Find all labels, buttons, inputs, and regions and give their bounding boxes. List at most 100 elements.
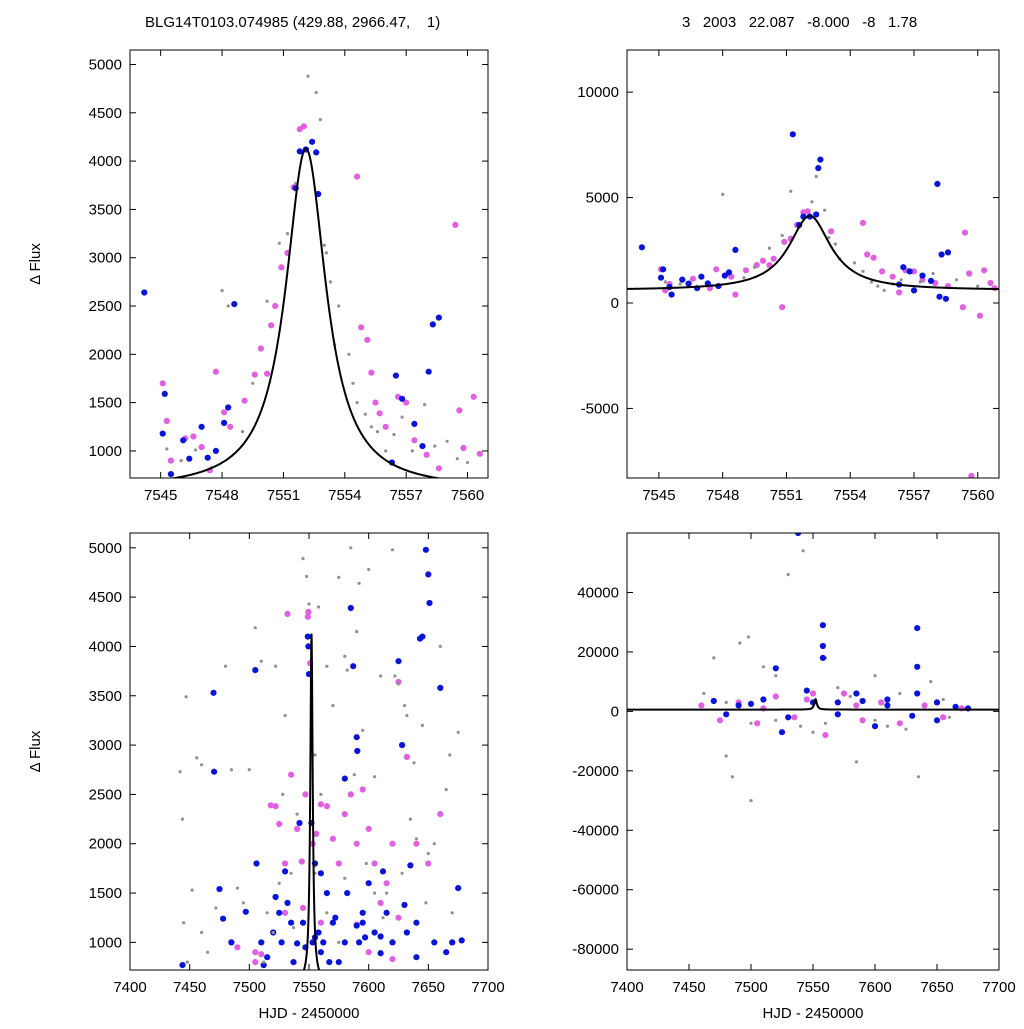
panel-2-point-s1-21	[927, 277, 935, 284]
panel-4-point-s0-4	[738, 641, 742, 645]
panel-3-point-s0-10	[294, 825, 301, 833]
panel-2-point-s2-17	[869, 280, 874, 284]
panel-3-point-s0-2	[252, 949, 259, 956]
panel-3-point-s2-70	[424, 901, 428, 905]
panel-3-point-s1-31	[317, 870, 324, 877]
panel-3-point-s2-8	[223, 664, 228, 668]
panel-3-point-s1-67	[455, 885, 462, 892]
panel-2-ytick-label-1: 0	[611, 295, 619, 312]
panel-4-point-s1-8	[840, 690, 848, 697]
panel-3-point-s1-49	[379, 868, 387, 875]
panel-3-point-s0-40	[317, 919, 324, 926]
panel-4-xtick-label-5: 7650	[920, 979, 953, 996]
panel-1-point-s0-13	[264, 370, 271, 377]
panel-2-point-s2-25	[976, 284, 980, 288]
panel-3-point-s1-60	[422, 546, 429, 553]
panel-3-point-s2-63	[291, 926, 296, 930]
panel-4-plot-area	[627, 533, 999, 803]
panel-1-point-s1-16	[313, 149, 320, 156]
panel-3-point-s0-7	[282, 860, 289, 867]
panel-3-point-s1-13	[272, 893, 279, 901]
panel-3-point-s2-5	[195, 756, 199, 760]
panel-2-point-s2-7	[780, 233, 784, 238]
panel-2-point-s1-19	[906, 268, 913, 275]
panel-3-point-s2-37	[361, 728, 365, 732]
panel-3-point-s2-65	[325, 911, 329, 915]
panel-4-point-s2-7	[914, 690, 921, 697]
panel-1-point-s0-11	[251, 371, 258, 378]
panel-2-point-s2-9	[810, 200, 814, 204]
panel-3-point-s2-33	[349, 546, 353, 550]
panel-1-point-s0-30	[411, 437, 418, 444]
panel-4-point-s2-9	[710, 697, 717, 705]
panel-3-point-s1-11	[264, 954, 271, 961]
panel-3-point-s1-20	[294, 940, 301, 947]
panel-3-point-s1-21	[296, 819, 303, 827]
panel-3-point-s2-34	[352, 773, 356, 777]
panel-1-point-s1-10	[225, 404, 232, 411]
panel-3-point-s1-6	[242, 908, 249, 915]
panel-3-point-s1-28	[309, 939, 316, 946]
panel-3-point-s2-32	[345, 668, 349, 672]
panel-3-point-s0-23	[347, 791, 354, 798]
panel-4-ytick-label-5: 20000	[577, 644, 619, 661]
panel-3-point-s2-45	[402, 704, 407, 708]
panel-4-point-s2-18	[933, 699, 941, 706]
panel-3-point-s1-47	[371, 929, 378, 936]
panel-2-point-s0-32	[779, 304, 786, 311]
panel-4-point-s1-5	[791, 714, 798, 721]
panel-3-point-s2-29	[331, 704, 335, 708]
panel-4-point-s2-24	[933, 717, 941, 724]
panel-3-point-s2-68	[381, 916, 385, 920]
right-title: 3 2003 22.087 -8.000 -8 1.78	[682, 14, 918, 31]
panel-2-point-s0-9	[759, 257, 767, 264]
panel-2-point-s0-33	[959, 304, 967, 311]
panel-3-xtick-label-4: 7600	[352, 979, 385, 996]
panel-3-point-s2-26	[316, 605, 321, 609]
panel-1-point-s0-20	[300, 123, 307, 130]
panel-1-point-s2-8	[265, 299, 269, 303]
panel-2-ytick-label-0: -5000	[581, 400, 619, 417]
panel-1-point-s2-28	[400, 415, 404, 419]
panel-2-point-s1-24	[944, 249, 952, 256]
panel-2-point-s0-30	[981, 267, 988, 274]
panel-1-xtick-label-3: 7554	[328, 487, 361, 504]
panel-4-point-s1-0	[698, 702, 705, 709]
panel-3-point-s0-17	[313, 830, 320, 838]
panel-1-point-s2-27	[392, 432, 396, 437]
panel-3-point-s1-75	[413, 954, 420, 961]
panel-3-point-s2-60	[241, 901, 245, 905]
panel-4-point-s0-5	[746, 635, 751, 639]
panel-4-point-s0-26	[904, 727, 908, 731]
panel-3-point-s0-13	[304, 613, 311, 620]
panel-1-point-s2-1	[179, 459, 183, 463]
panel-4-point-s2-22	[853, 690, 860, 697]
panel-1-point-s0-33	[452, 221, 459, 228]
panel-3-point-s0-6	[276, 820, 283, 828]
panel-2-plot-area	[627, 131, 999, 478]
panel-1-point-s2-9	[277, 241, 281, 245]
panel-2-point-s0-7	[742, 267, 750, 274]
panel-1: 7545 7548 7551 7554 7557 7560 1000 1500 2000 2500…	[27, 49, 489, 504]
panel-4-point-s2-6	[914, 663, 921, 670]
panel-4-model-curve	[627, 697, 999, 711]
panel-3-point-s1-65	[443, 949, 450, 956]
panel-2-point-s0-20	[870, 254, 877, 261]
panel-3-point-s2-48	[412, 761, 416, 765]
panel-1-point-s0-37	[476, 450, 483, 457]
panel-3-xtick-label-1: 7450	[173, 979, 206, 996]
panel-1-point-s0-10	[241, 397, 248, 404]
panel-1-point-s0-22	[358, 324, 365, 331]
panel-4-point-s1-10	[878, 699, 885, 706]
panel-3-point-s0-12	[302, 791, 309, 798]
panel-2-point-s1-16	[817, 156, 824, 163]
panel-3-point-s1-62	[426, 599, 433, 607]
panel-4-xtick-label-1: 7450	[672, 979, 705, 996]
panel-2-point-s2-12	[827, 236, 831, 240]
panel-1-point-s2-2	[193, 448, 198, 452]
panel-3-point-s2-61	[262, 960, 266, 964]
panel-1-xtick-label-2: 7551	[267, 487, 300, 504]
panel-1-point-s0-27	[382, 423, 389, 430]
panel-1-point-s1-6	[198, 423, 205, 430]
panel-1-point-s0-25	[372, 399, 379, 406]
